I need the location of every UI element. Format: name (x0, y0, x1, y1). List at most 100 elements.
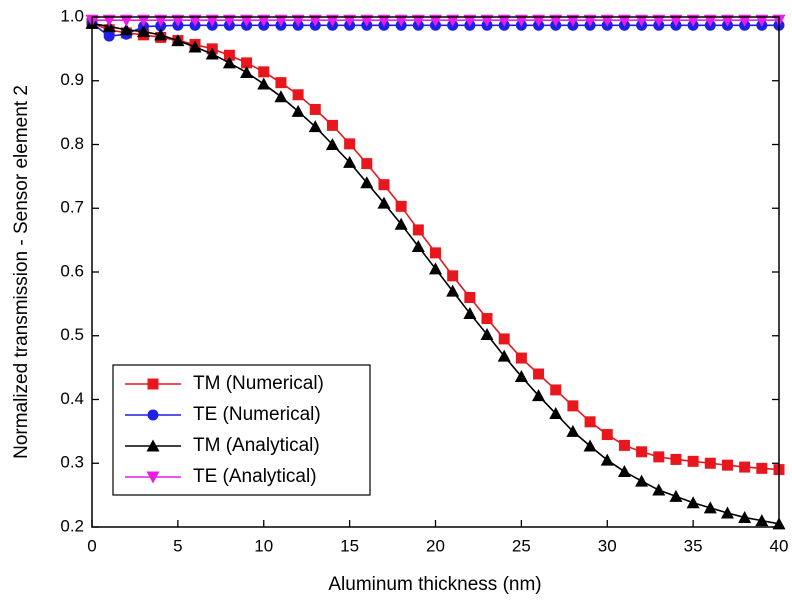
x-tick-label: 10 (254, 536, 273, 555)
marker (291, 104, 305, 117)
marker (222, 56, 236, 69)
marker (721, 459, 733, 471)
marker (429, 262, 442, 275)
marker (240, 65, 254, 78)
y-tick-label: 0.4 (60, 389, 84, 408)
x-tick-label: 20 (426, 536, 445, 555)
marker (583, 439, 597, 452)
marker (325, 138, 339, 150)
marker (617, 465, 631, 478)
marker (292, 89, 304, 101)
marker (687, 455, 699, 467)
marker (103, 30, 115, 42)
x-tick-label: 5 (173, 536, 182, 555)
marker (755, 514, 769, 527)
marker (739, 461, 751, 473)
marker (756, 462, 768, 474)
y-tick-label: 0.3 (60, 453, 84, 472)
legend-label: TM (Analytical) (193, 435, 320, 456)
marker (447, 270, 459, 282)
legend-marker (146, 439, 160, 452)
marker (652, 483, 666, 496)
marker (686, 496, 700, 509)
marker (430, 247, 441, 259)
marker (636, 446, 648, 458)
y-tick-label: 0.8 (60, 134, 84, 153)
marker (378, 179, 390, 191)
marker (635, 474, 649, 487)
marker (394, 217, 408, 230)
y-tick-label: 0.6 (60, 261, 84, 280)
y-tick-label: 0.9 (60, 70, 84, 89)
marker (600, 453, 614, 466)
marker (241, 57, 253, 69)
marker (361, 158, 373, 170)
x-tick-label: 35 (684, 536, 703, 555)
marker (205, 47, 219, 60)
marker (412, 224, 424, 236)
x-tick-label: 15 (340, 536, 359, 555)
marker (258, 66, 270, 78)
x-tick-label: 30 (598, 536, 617, 555)
marker (308, 120, 322, 133)
marker (653, 451, 665, 463)
y-tick-label: 0.7 (60, 198, 84, 217)
marker (497, 349, 511, 362)
x-tick-label: 25 (512, 536, 531, 555)
marker (601, 429, 613, 441)
legend-marker (147, 378, 159, 390)
marker (188, 40, 202, 53)
x-axis-label: Aluminum thickness (nm) (328, 574, 541, 595)
x-tick-label: 40 (770, 536, 789, 555)
marker (257, 77, 271, 90)
marker (669, 489, 683, 502)
marker (463, 306, 477, 319)
marker (360, 176, 374, 189)
legend-label: TE (Analytical) (193, 466, 317, 487)
marker (567, 400, 579, 412)
marker (377, 196, 391, 209)
marker (274, 90, 288, 103)
marker (514, 370, 528, 383)
marker (584, 416, 596, 428)
marker (704, 457, 716, 469)
y-tick-label: 0.2 (60, 516, 84, 535)
legend-marker (147, 409, 159, 421)
marker (464, 292, 476, 303)
marker (549, 407, 563, 420)
marker (720, 506, 734, 519)
marker (344, 138, 356, 150)
legend-label: TE (Numerical) (193, 404, 321, 425)
marker (395, 200, 407, 212)
marker (223, 49, 235, 61)
marker (171, 34, 185, 47)
marker (498, 333, 510, 345)
y-tick-label: 0.5 (60, 325, 84, 344)
y-axis-label: Normalized transmission - Sensor element… (11, 85, 32, 459)
marker (618, 439, 630, 451)
marker (309, 103, 321, 115)
marker (481, 313, 493, 325)
marker (326, 119, 338, 131)
marker (119, 23, 133, 36)
y-tick-label: 1.0 (60, 6, 84, 25)
marker (515, 352, 527, 364)
marker (670, 453, 682, 465)
marker (411, 240, 425, 252)
marker (566, 424, 580, 437)
legend-marker (146, 471, 160, 484)
marker (703, 501, 717, 514)
x-tick-label: 0 (87, 536, 96, 555)
marker (137, 25, 151, 38)
marker (275, 77, 287, 89)
marker (738, 510, 752, 523)
marker (533, 368, 545, 380)
marker (154, 28, 168, 41)
marker (446, 284, 460, 297)
legend-label: TM (Numerical) (193, 373, 324, 394)
marker (343, 155, 357, 168)
marker (550, 384, 562, 396)
marker (532, 389, 546, 402)
plot-frame (91, 16, 780, 528)
